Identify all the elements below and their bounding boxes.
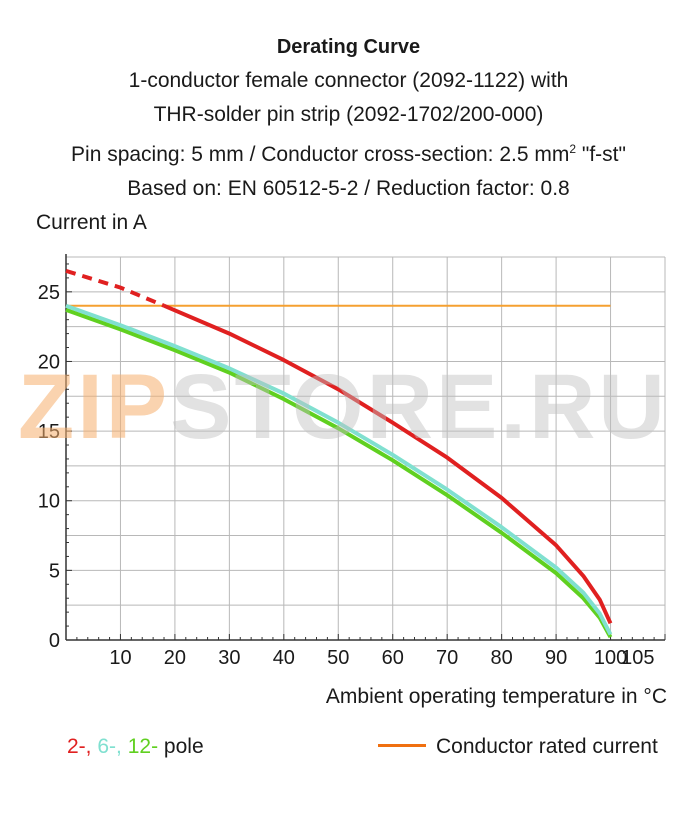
legend-pole-2: 2-, (67, 735, 92, 758)
chart-subtitle-3: Pin spacing: 5 mm / Conductor cross-sect… (0, 132, 697, 172)
y-tick-label: 20 (38, 351, 60, 373)
x-tick-label: 80 (491, 647, 513, 669)
x-tick-label: 30 (218, 647, 240, 669)
y-tick-label: 25 (38, 282, 60, 304)
y-tick-label: 10 (38, 491, 60, 513)
watermark-zip: ZIP (18, 356, 171, 458)
series-2-pole-dashed (65, 268, 165, 308)
x-tick-label: 90 (545, 647, 567, 669)
legend-rated-line (378, 743, 426, 747)
series-6-pole (65, 303, 613, 636)
y-tick-label: 0 (49, 630, 60, 652)
chart-lines (65, 268, 613, 639)
subtitle-3-suffix: "f-st" (576, 143, 626, 166)
series-2-pole (163, 303, 613, 625)
legend-poles: 2-, 6-, 12- pole (67, 735, 204, 759)
legend-rated-label: Conductor rated current (436, 735, 658, 758)
x-tick-label: 10 (109, 647, 131, 669)
chart-subtitle-4: Based on: EN 60512-5-2 / Reduction facto… (127, 177, 570, 200)
x-tick-label: 20 (164, 647, 186, 669)
chart-title: Derating Curve (276, 36, 421, 58)
subtitle-3-text: Pin spacing: 5 mm / Conductor cross-sect… (71, 143, 570, 166)
x-tick-label: 105 (621, 647, 654, 669)
legend-pole-12: 12- (127, 735, 159, 758)
x-tick-label: 100 (594, 647, 627, 669)
x-tick-label: 60 (382, 647, 404, 669)
y-tick-label: 5 (49, 560, 60, 582)
legend-pole-6: 6-, (97, 735, 122, 758)
x-axis-label: Ambient operating temperature in °C (325, 685, 667, 708)
y-axis-label: Current in A (36, 211, 147, 234)
chart-subtitle-1: 1-conductor female connector (2092-1122)… (128, 69, 569, 92)
subtitle-3-sup: 2 (569, 142, 577, 156)
legend-rated: Conductor rated current (378, 735, 658, 759)
legend-pole-suffix: pole (163, 735, 204, 758)
watermark: ZIPSTORE.RU (18, 355, 668, 460)
chart-subtitle-2: THR-solder pin strip (2092-1702/200-000) (153, 103, 544, 126)
series-12-pole (65, 308, 613, 639)
x-tick-label: 50 (327, 647, 349, 669)
x-tick-label: 70 (436, 647, 458, 669)
x-tick-label: 40 (273, 647, 295, 669)
y-tick-label: 15 (38, 421, 60, 443)
chart-titles: Derating Curve 1-conductor female connec… (0, 30, 697, 206)
watermark-store: STORE.RU (170, 356, 668, 458)
